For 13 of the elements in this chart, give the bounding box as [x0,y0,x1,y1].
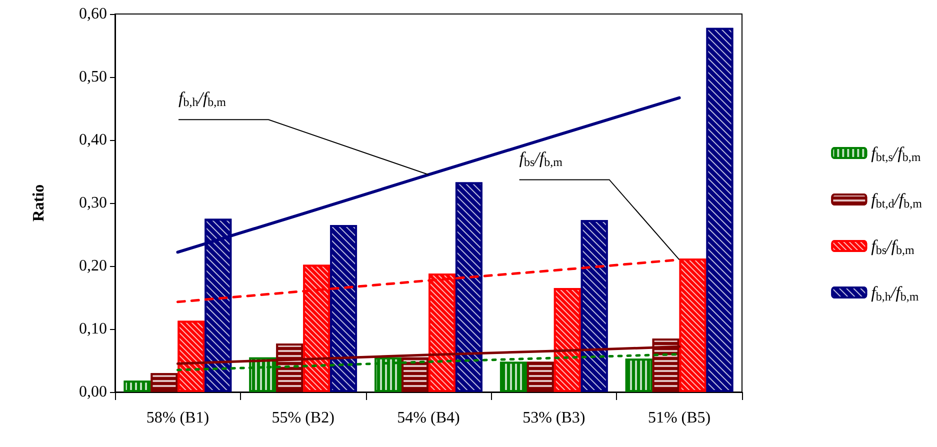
x-tick-label: 53% (B3) [522,410,586,426]
x-tick-label: 54% (B4) [397,410,460,426]
x-tick-label: 55% (B2) [272,410,334,426]
y-axis-title: Ratio [30,184,48,222]
y-tick-label: 0,10 [79,320,107,338]
y-tick-label: 0,20 [79,258,107,274]
y-tick-label: 0,40 [79,132,107,148]
y-tick-label: 0,00 [79,384,107,400]
y-tick-label: 0,30 [79,194,107,212]
y-tick-label: 0,50 [79,68,107,86]
x-tick-label: 58% (B1) [146,410,210,426]
x-tick-label: 51% (B5) [648,410,711,426]
y-tick-label: 0,60 [79,6,107,22]
